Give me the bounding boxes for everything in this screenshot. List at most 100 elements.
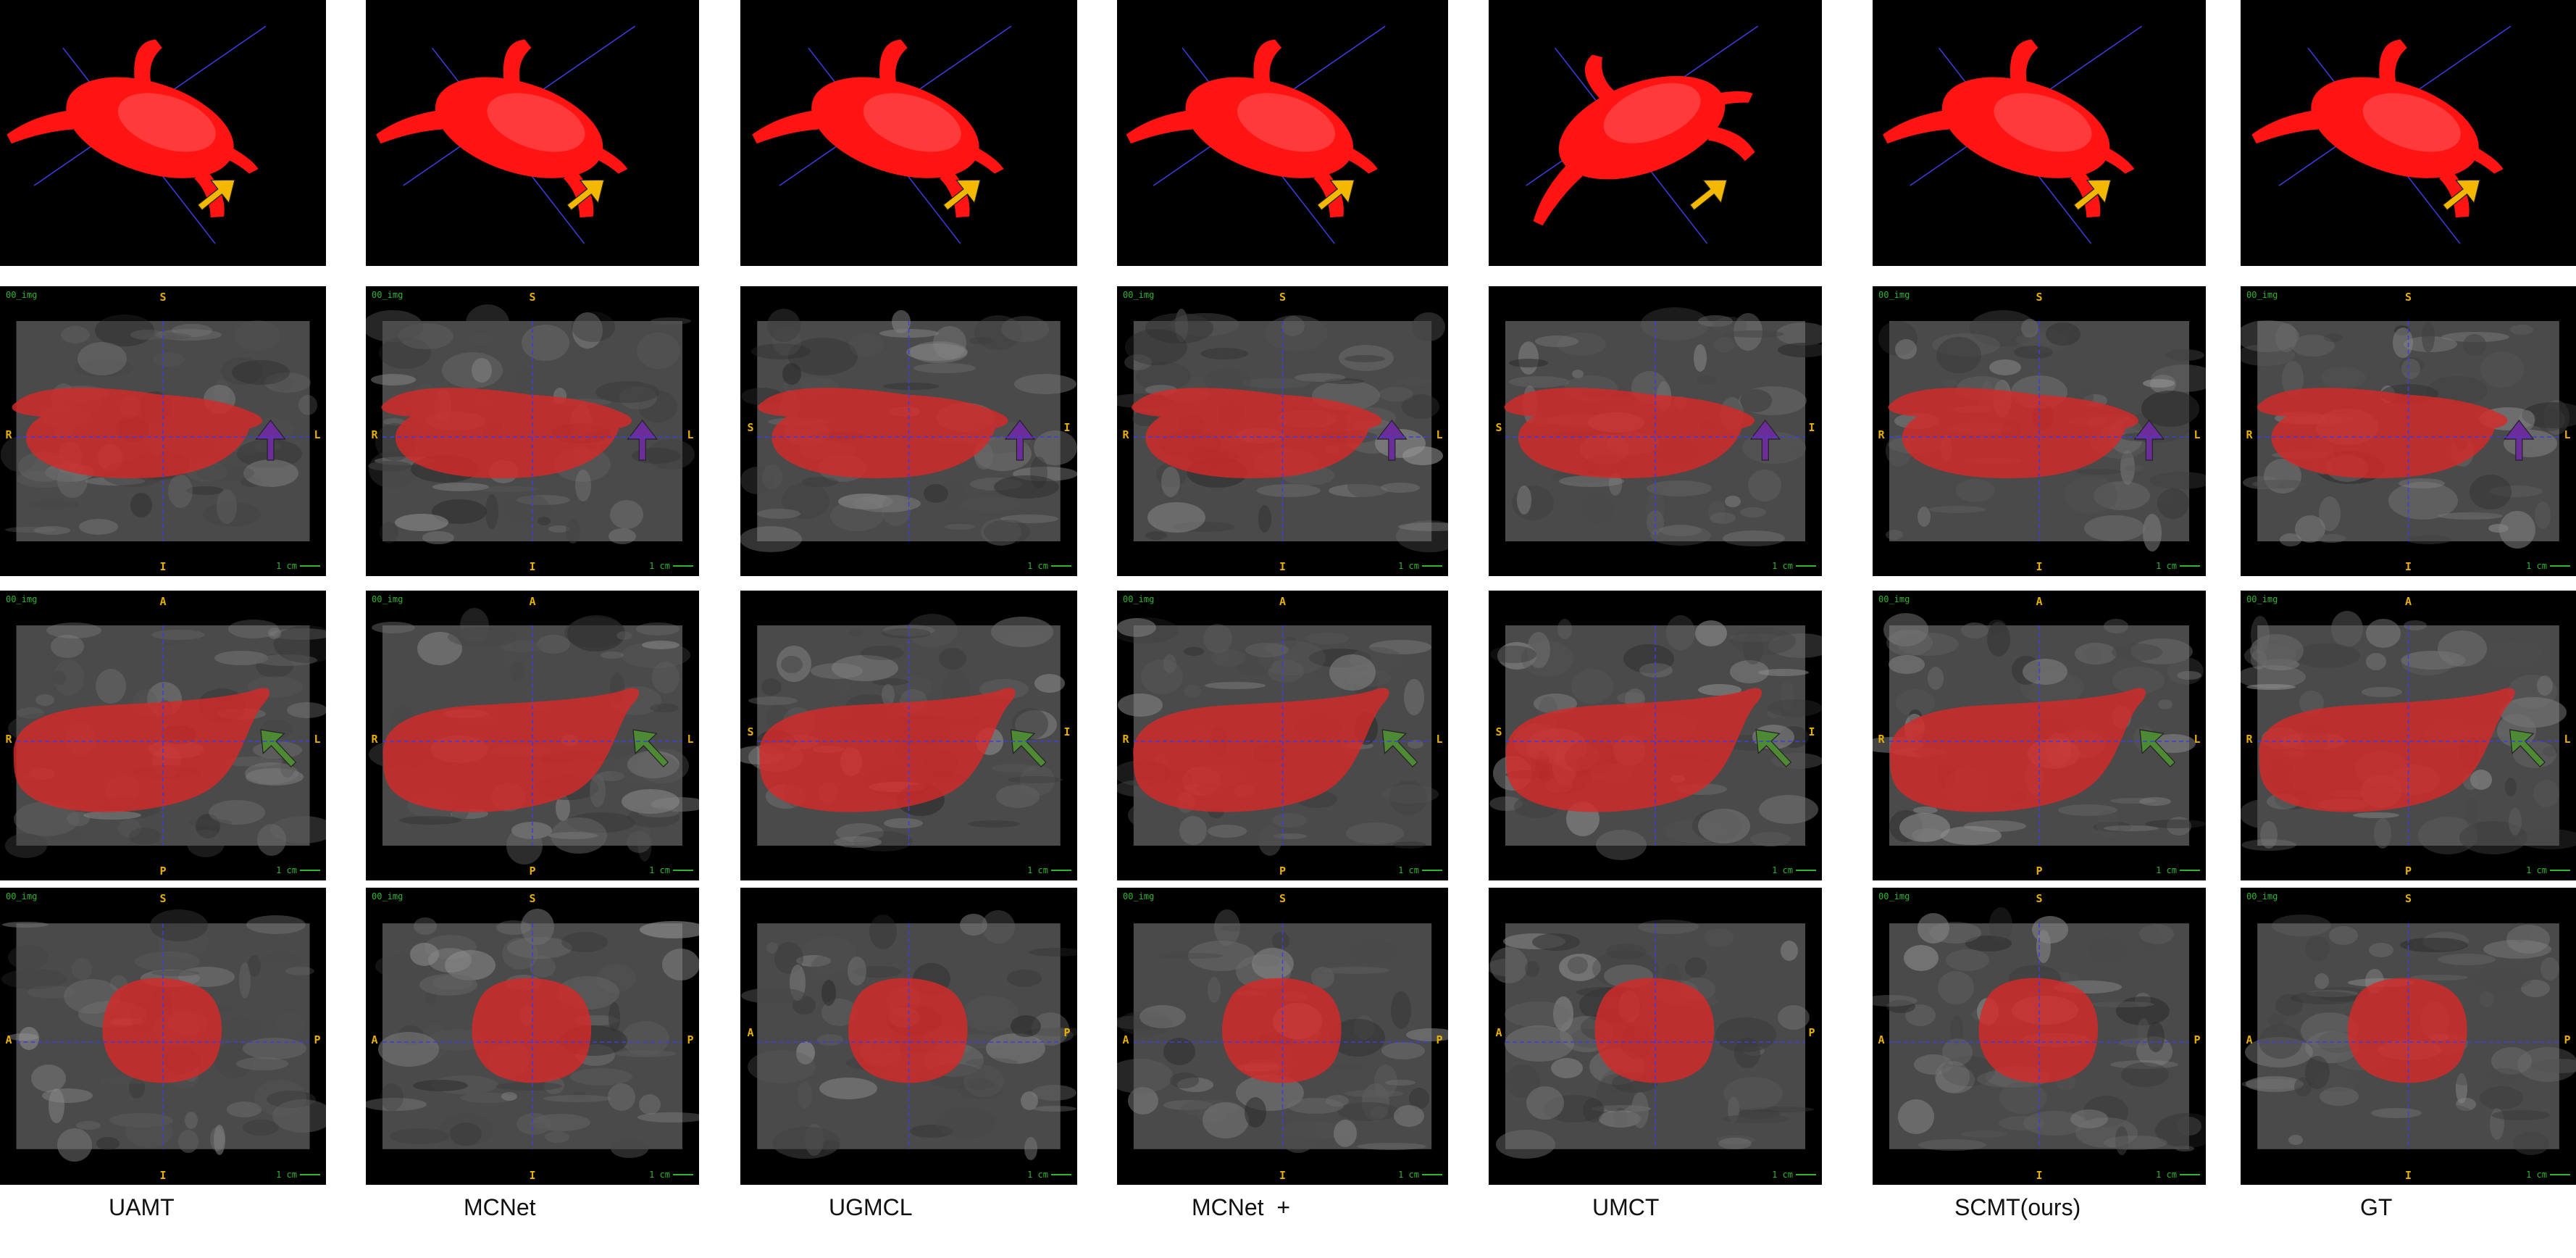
orientation-left: A: [1878, 1033, 1884, 1046]
arrow-axial-icon: [2133, 420, 2165, 461]
segmentation-mask: [2348, 978, 2467, 1083]
orientation-bottom: P: [1279, 865, 1286, 878]
coronal-view-mcnet: A R L P 00_img 1 cm: [366, 591, 699, 880]
orientation-right: L: [2194, 733, 2200, 746]
orientation-top: S: [2405, 892, 2412, 905]
orientation-left: A: [371, 1033, 377, 1046]
segmentation-mask: [1889, 688, 2146, 812]
arrow-axial-icon: [1749, 420, 1781, 461]
organ-3d-render: [376, 39, 628, 218]
orientation-top: S: [1279, 892, 1286, 905]
orientation-left: R: [1122, 733, 1129, 746]
orientation-left: S: [1495, 725, 1502, 738]
scale-bar-label: 1 cm: [1772, 1170, 1793, 1180]
orientation-right: L: [314, 428, 320, 441]
orientation-left: A: [2246, 1033, 2252, 1046]
scale-bar-label: 1 cm: [2156, 865, 2177, 875]
orientation-right: L: [1436, 733, 1442, 746]
orientation-right: I: [1063, 421, 1070, 434]
image-tag: 00_img: [2246, 891, 2278, 901]
orientation-right: P: [1436, 1033, 1442, 1046]
orientation-bottom: I: [529, 560, 535, 573]
scale-bar-label: 1 cm: [1398, 865, 1419, 875]
segmentation-mask: [1594, 978, 1715, 1083]
caption-ugmcl: UGMCL: [829, 1194, 913, 1220]
coronal-view-gt: A R L P 00_img 1 cm: [2241, 591, 2576, 880]
caption-scmt-ours: SCMT(ours): [1954, 1194, 2081, 1220]
orientation-right: P: [2194, 1033, 2200, 1046]
coronal-view-scmt-ours: A R L P 00_img 1 cm: [1873, 591, 2206, 880]
orientation-bottom: I: [2036, 560, 2042, 573]
organ-3d-render: [1126, 39, 1378, 218]
image-tag: 00_img: [1878, 290, 1910, 300]
sagittal-view-mcnet-plus: S A P I 00_img 1 cm: [1117, 888, 1448, 1185]
axial-view-umct: S I 1 cm: [1489, 286, 1822, 576]
caption-mcnet: MCNet: [464, 1194, 536, 1220]
orientation-right: P: [314, 1033, 320, 1046]
orientation-left: A: [1495, 1026, 1502, 1039]
arrow-3d-icon: [197, 179, 235, 211]
orientation-left: R: [5, 428, 12, 441]
organ-3d-render: [7, 39, 259, 218]
caption-gt: GT: [2360, 1194, 2393, 1220]
orientation-right: L: [1436, 428, 1442, 441]
scale-bar-label: 1 cm: [1027, 865, 1048, 875]
orientation-top: S: [529, 892, 535, 905]
3d-render-mcnet: [366, 0, 699, 266]
scale-bar-label: 1 cm: [1027, 1170, 1048, 1180]
scale-bar-label: 1 cm: [1398, 561, 1419, 571]
image-tag: 00_img: [6, 290, 37, 300]
image-tag: 00_img: [1123, 594, 1154, 604]
orientation-top: S: [2036, 892, 2042, 905]
segmentation-mask: [472, 978, 592, 1083]
scale-bar-label: 1 cm: [2526, 865, 2547, 875]
orientation-left: A: [1122, 1033, 1129, 1046]
axial-view-gt: S R L I 00_img 1 cm: [2241, 286, 2576, 576]
segmentation-mask: [2257, 388, 2508, 478]
scale-bar-label: 1 cm: [649, 865, 670, 875]
sagittal-view-gt: S A P I 00_img 1 cm: [2241, 888, 2576, 1185]
orientation-right: L: [687, 428, 693, 441]
orientation-top: A: [1279, 595, 1286, 608]
orientation-right: I: [1808, 725, 1815, 738]
segmentation-mask: [1222, 978, 1342, 1083]
orientation-top: A: [159, 595, 166, 608]
image-tag: 00_img: [372, 891, 403, 901]
arrow-coronal-icon: [632, 729, 669, 767]
axial-view-ugmcl: S I 1 cm: [740, 286, 1077, 576]
axial-view-scmt-ours: S R L I 00_img 1 cm: [1873, 286, 2206, 576]
scale-bar-label: 1 cm: [276, 561, 297, 571]
3d-render-uamt: [0, 0, 326, 266]
orientation-top: A: [529, 595, 535, 608]
orientation-left: R: [5, 733, 12, 746]
orientation-right: L: [2564, 733, 2570, 746]
caption-umct: UMCT: [1592, 1194, 1660, 1220]
image-tag: 00_img: [1878, 594, 1910, 604]
segmentation-mask: [12, 388, 262, 478]
organ-3d-render: [2251, 39, 2504, 218]
orientation-left: R: [1878, 733, 1885, 746]
orientation-left: R: [1122, 428, 1129, 441]
scale-bar-label: 1 cm: [649, 561, 670, 571]
orientation-right: I: [1063, 725, 1070, 738]
orientation-bottom: I: [1279, 1169, 1286, 1182]
3d-render-scmt-ours: [1873, 0, 2206, 266]
orientation-left: S: [1495, 421, 1502, 434]
axial-view-mcnet: S R L I 00_img 1 cm: [366, 286, 699, 576]
3d-render-gt: [2241, 0, 2576, 266]
orientation-left: S: [747, 421, 753, 434]
orientation-right: P: [1808, 1026, 1815, 1039]
orientation-left: R: [371, 733, 378, 746]
segmentation-mask: [13, 688, 270, 812]
segmentation-mask: [382, 688, 640, 812]
segmentation-mask: [1888, 388, 2138, 478]
scale-bar-label: 1 cm: [2156, 561, 2177, 571]
orientation-left: R: [1878, 428, 1885, 441]
image-tag: 00_img: [1123, 891, 1154, 901]
scale-bar-label: 1 cm: [276, 865, 297, 875]
scale-bar-label: 1 cm: [1027, 561, 1048, 571]
image-tag: 00_img: [1878, 891, 1910, 901]
segmentation-mask: [1132, 388, 1382, 478]
arrow-coronal-icon: [1755, 729, 1792, 767]
image-tag: 00_img: [372, 594, 403, 604]
